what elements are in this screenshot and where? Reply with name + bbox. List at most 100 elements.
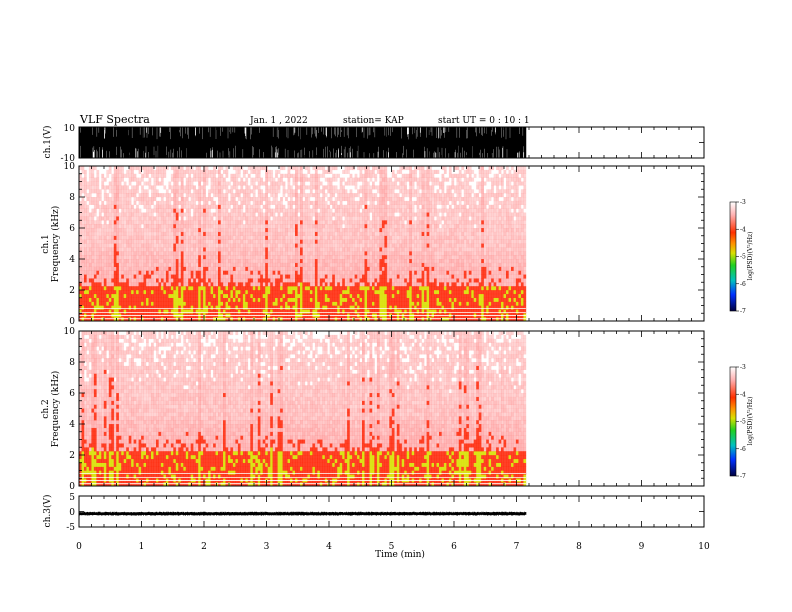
spectrogram-cell [240, 309, 244, 314]
spectrogram-cell [113, 189, 117, 194]
spectrogram-cell [151, 282, 154, 287]
spectrogram-cell [91, 224, 95, 229]
spectrogram-cell [96, 305, 100, 310]
spectrogram-cell [399, 317, 403, 322]
spectrogram-cell [285, 297, 288, 302]
spectrogram-cell [193, 259, 196, 264]
spectrogram-cell [213, 286, 216, 291]
spectrogram-cell [280, 247, 283, 252]
spectrogram-cell [334, 166, 338, 171]
spectrogram-cell [367, 301, 370, 306]
spectrogram-cell [91, 309, 95, 314]
spectrogram-cell [374, 228, 378, 233]
spectrogram-cell [394, 278, 398, 283]
spectrogram-cell [136, 297, 139, 302]
spectrogram-cell [287, 216, 291, 221]
spectrogram-cell [98, 224, 102, 229]
spectrogram-cell [391, 220, 395, 225]
spectrogram-cell [344, 317, 348, 322]
spectrogram-cell [93, 282, 97, 287]
spectrogram-cell [401, 266, 405, 271]
spectrogram-cell [128, 208, 132, 213]
spectrogram-cell [156, 255, 159, 260]
spectrogram-cell [93, 166, 97, 171]
spectrogram-cell [349, 166, 353, 171]
spectrogram-cell [153, 208, 157, 213]
spectrogram-cell [359, 305, 363, 310]
spectrogram-cell [138, 255, 142, 260]
spectrogram-cell [146, 208, 149, 213]
spectrogram-cell [96, 297, 100, 302]
spectrogram-cell [307, 282, 311, 287]
spectrogram-cell [138, 220, 142, 225]
spectrogram-cell [146, 293, 149, 298]
spectrogram-cell [267, 305, 271, 310]
spectrogram-cell [372, 266, 375, 271]
spectrogram-cell [151, 262, 154, 267]
spectrogram-cell [270, 185, 273, 190]
spectrogram-cell [153, 193, 157, 198]
spectrogram-cell [384, 278, 388, 283]
spectrogram-cell [215, 290, 219, 295]
spectrogram-cell [272, 305, 276, 310]
spectrogram-cell [347, 208, 350, 213]
spectrogram-cell [228, 293, 231, 298]
spectrogram-cell [190, 228, 194, 233]
spectrogram-cell [101, 177, 105, 182]
spectrogram-cell [290, 255, 293, 260]
spectrogram-cell [307, 255, 311, 260]
spectrogram-cell [389, 231, 393, 236]
spectrogram-cell [175, 255, 179, 260]
spectrogram-cell [178, 255, 182, 260]
spectrogram-cell [126, 286, 129, 291]
spectrogram-cell [381, 243, 385, 248]
spectrogram-cell [84, 193, 87, 198]
spectrogram-cell [362, 297, 365, 302]
spectrogram-cell [277, 262, 281, 267]
spectrogram-cell [165, 274, 169, 279]
spectrogram-cell [230, 231, 234, 236]
spectrogram-cell [290, 262, 293, 267]
spectrogram-cell [312, 166, 316, 171]
spectrogram-cell [81, 282, 85, 287]
spectrogram-cell [312, 235, 316, 240]
spectrogram-cell [307, 293, 311, 298]
spectrogram-cell [339, 270, 343, 275]
spectrogram-cell [91, 301, 95, 306]
spectrogram-cell [376, 228, 380, 233]
spectrogram-cell [247, 317, 251, 322]
spectrogram-cell [96, 197, 100, 202]
spectrogram-cell [163, 235, 167, 240]
spectrogram-cell [280, 297, 283, 302]
spectrogram-cell [218, 262, 221, 267]
spectrogram-cell [173, 239, 177, 244]
spectrogram-cell [98, 266, 102, 271]
spectrogram-cell [133, 185, 137, 190]
spectrogram-cell [367, 259, 370, 264]
spectrogram-cell [374, 185, 378, 190]
spectrogram-cell [138, 293, 142, 298]
spectrogram-cell [81, 200, 85, 205]
spectrogram-cell [168, 286, 172, 291]
spectrogram-cell [379, 282, 383, 287]
spectrogram-cell [79, 282, 82, 287]
spectrogram-cell [91, 166, 95, 171]
spectrogram-cell [103, 290, 107, 295]
spectrogram-cell [88, 247, 92, 252]
spectrogram-cell [210, 177, 214, 182]
spectrogram-cell [304, 317, 308, 322]
spectrogram-cell [309, 200, 313, 205]
spectrogram-cell [123, 208, 127, 213]
spectrogram-cell [93, 278, 97, 283]
spectrogram-cell [103, 197, 107, 202]
spectrogram-cell [300, 239, 303, 244]
spectrogram-cell [195, 266, 199, 271]
spectrogram-cell [208, 266, 211, 271]
spectrogram-cell [141, 309, 144, 314]
spectrogram-cell [98, 278, 102, 283]
spectrogram-cell [297, 309, 301, 314]
spectrogram-cell [151, 297, 154, 302]
spectrogram-cell [339, 255, 343, 260]
spectrogram-cell [255, 208, 259, 213]
spectrogram-cell [364, 309, 368, 314]
